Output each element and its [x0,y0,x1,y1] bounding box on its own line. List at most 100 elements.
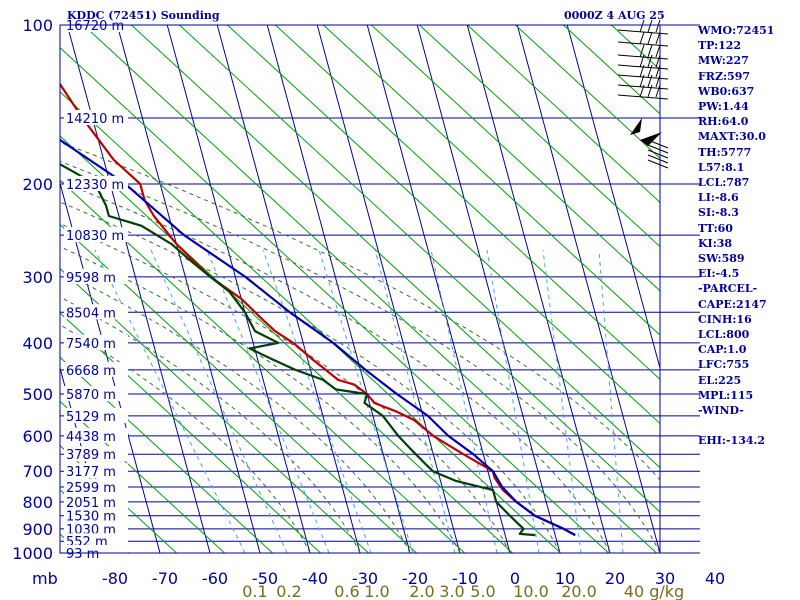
temperature-tick-label: 20 [605,569,625,588]
plot-frame [59,24,661,554]
height-label-bg [64,533,128,549]
isotherm [416,25,561,553]
height-label-bg [64,446,128,462]
wind-barb-flag [639,44,645,58]
temperature-tick-label: -30 [352,569,378,588]
dry-adiabat [130,25,660,513]
height-label: 7540 m [66,337,116,352]
height-label-bg [64,479,128,495]
wind-barb-flag [655,64,661,78]
wind-barb-flag [655,54,661,68]
temperature-tick-label: -20 [402,569,428,588]
wind-barb-flag [655,19,661,33]
height-label-bg [64,268,128,284]
mixing-ratio-line [430,249,498,553]
dry-adiabat [466,25,660,204]
isotherm [60,181,161,553]
dry-adiabat [514,25,660,159]
height-label: 3177 m [66,465,116,480]
pressure-tick-label: 900 [22,520,53,539]
height-label-bg [64,520,128,536]
mixing-ratio-label: 0.2 [276,582,301,600]
height-label: 12330 m [66,178,124,193]
sounding-index: LFC:755 [698,358,750,372]
sounding-index: TH:5777 [698,145,752,159]
dry-adiabat [226,25,660,425]
height-label-bg [64,386,128,402]
height-label-bg [64,304,128,320]
moist-adiabat [60,324,311,553]
mixing-ratio-label: 20.0 [561,582,597,600]
height-label-bg [64,493,128,509]
wind-barb-flag [655,84,661,98]
pressure-tick-label: 400 [22,334,53,353]
wind-barb-flag [655,31,661,45]
height-label: 8504 m [66,306,116,321]
dewpoint-profile [60,162,536,537]
temperature-tick-label: -50 [252,569,278,588]
sounding-index: FRZ:597 [698,69,751,83]
dry-adiabat [418,25,660,248]
pressure-tick-label: 600 [22,427,53,446]
mixing-ratio-label: 40 g/kg [624,582,684,600]
temperature-tick-label: 10 [555,569,575,588]
dry-adiabat [60,489,130,553]
sounding-index: RH:64.0 [698,115,749,129]
height-label-bg [64,507,128,523]
mixing-ratio-label: 0.1 [242,582,267,600]
sounding-index: -PARCEL- [698,282,758,296]
wind-barb-flag [639,84,645,98]
temperature-tick-label: 40 [705,569,725,588]
sounding-index: WB0:637 [698,84,755,98]
station-title: KDDC (72451) Sounding [67,9,220,22]
sounding-index: PW:1.44 [698,100,749,113]
sounding-index: SW:589 [698,252,745,265]
sounding-index: LCL:800 [698,328,750,341]
wind-barb-flag [639,54,645,68]
sounding-index: TT:60 [698,221,733,235]
height-label-bg [64,109,128,125]
height-label: 14210 m [66,112,124,127]
wind-barb-flag [639,31,645,45]
wind-barb-flag [647,54,653,68]
pressure-tick-label: 100 [22,16,53,35]
wind-barb-flag [647,84,653,98]
temperature-tick-label: -60 [202,569,228,588]
temperature-tick-label: 30 [655,569,675,588]
pressure-tick-label: 1000 [12,544,53,563]
isotherm [0,25,10,553]
sounding-index: MAXT:30.0 [698,130,766,144]
isotherm [166,25,311,553]
height-label-bg [64,407,128,423]
pressure-tick-label: 700 [22,462,53,481]
sounding-index: EL:225 [698,373,742,387]
mixing-ratio-line [542,249,582,553]
height-label: 93 m [66,547,99,562]
pressure-tick-label: 200 [22,175,53,194]
wind-barb-flag [655,74,661,88]
wind-barb-flag [647,44,653,58]
mixing-ratio-label: 3.0 [439,582,464,600]
wind-barb-flag [639,19,645,33]
sounding-index: CAP:1.0 [698,343,747,357]
dry-adiabat [60,356,274,553]
mixing-ratio-label: 5.0 [470,582,495,600]
dry-adiabat [370,25,660,292]
sounding-index: EI:-4.5 [698,267,740,281]
temperature-tick-label: -70 [152,569,178,588]
dry-adiabat [178,25,660,469]
sounding-index: MPL:115 [698,388,754,402]
dry-adiabat [274,25,660,380]
isotherm [216,25,361,553]
dry-adiabat [60,312,322,553]
temperature-profile [60,82,576,537]
wind-barb-flag [647,64,653,78]
dry-adiabat [60,179,466,553]
wind-barb-flag [647,154,669,164]
mixing-ratio-line [262,249,372,553]
height-label: 2599 m [66,481,116,496]
isotherm [516,25,660,553]
height-label: 4438 m [66,430,116,445]
